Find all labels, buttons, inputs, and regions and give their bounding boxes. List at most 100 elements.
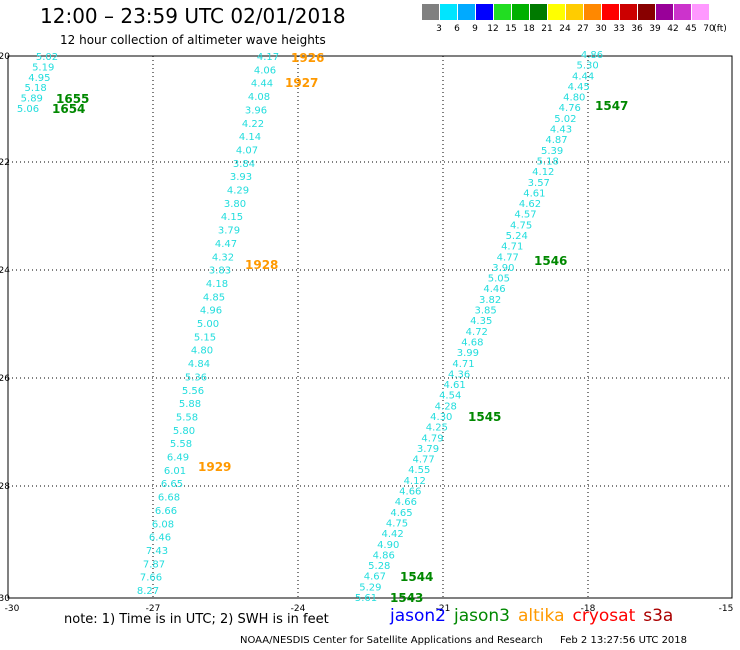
legend-unit: (ft) <box>713 24 727 34</box>
wave-height-value: 4.35 <box>470 316 492 327</box>
wave-height-value: 4.62 <box>519 199 541 210</box>
credit-text: NOAA/NESDIS Center for Satellite Applica… <box>240 635 543 646</box>
wave-height-value: 4.46 <box>483 284 505 295</box>
wave-height-value: 4.55 <box>408 465 430 476</box>
wave-height-value: 4.66 <box>399 487 421 498</box>
wave-height-value: 4.72 <box>466 327 488 338</box>
wave-height-value: 5.58 <box>170 439 192 450</box>
wave-height-value: 5.18 <box>537 157 559 168</box>
wave-height-value: 4.86 <box>373 550 395 561</box>
wave-height-value: 4.44 <box>572 71 594 82</box>
wave-height-value: 3.83 <box>209 266 231 277</box>
wave-height-value: 6.46 <box>149 533 171 544</box>
wave-height-value: 4.75 <box>386 519 408 530</box>
pass-time-label: 1655 <box>56 92 89 106</box>
map-title: 12:00 – 23:59 UTC 02/01/2018 <box>40 4 346 28</box>
wave-height-value: 5.30 <box>576 61 598 72</box>
map-frame <box>7 55 733 599</box>
legend-label: 12 <box>487 24 499 34</box>
wave-height-value: 3.96 <box>245 105 267 116</box>
wave-height-value: 4.67 <box>364 572 386 583</box>
axis-tick-labels: -30 -27 -24 -21 -18 -15 -20 -22 -24 -26 -28 -30 <box>0 52 733 614</box>
legend-label: 15 <box>505 24 517 34</box>
wave-height-value: 4.36 <box>448 369 470 380</box>
wave-height-value: 4.77 <box>412 455 434 466</box>
legend-swatch <box>620 4 637 20</box>
wave-height-value: 4.65 <box>390 508 412 519</box>
wave-height-value: 4.75 <box>510 220 532 231</box>
legend-label: 45 <box>685 24 697 34</box>
wave-height-value: 3.57 <box>528 178 550 189</box>
wave-height-value: 5.56 <box>182 386 204 397</box>
legend-swatch <box>656 4 673 20</box>
wave-height-value: 4.86 <box>581 50 603 61</box>
wave-height-value: 5.15 <box>194 332 216 343</box>
wave-height-value: 4.32 <box>212 252 234 263</box>
wave-height-value: 6.65 <box>161 479 183 490</box>
satellite-key-altika: altika <box>518 606 565 626</box>
credit-line: NOAA/NESDIS Center for Satellite Applica… <box>240 635 701 646</box>
x-tick-label: -21 <box>436 604 451 614</box>
wave-height-value: 5.02 <box>554 114 576 125</box>
wave-height-value: 4.17 <box>257 52 279 63</box>
wave-height-value: 4.22 <box>242 119 264 130</box>
wave-height-value: 4.44 <box>251 79 273 90</box>
legend-swatch <box>476 4 493 20</box>
wave-height-value: 4.61 <box>523 188 545 199</box>
legend-label: 30 <box>595 24 607 34</box>
wave-height-value: 5.61 <box>355 593 377 604</box>
wave-height-value: 4.25 <box>426 423 448 434</box>
wave-height-value: 3.90 <box>492 263 514 274</box>
wave-height-value: 3.85 <box>474 306 496 317</box>
wave-height-value: 6.08 <box>152 519 174 530</box>
legend-label: 6 <box>454 24 460 34</box>
legend-swatch <box>584 4 601 20</box>
wave-height-value: 6.01 <box>164 466 186 477</box>
wave-height-value: 3.99 <box>457 348 479 359</box>
pass-time-label: 1929 <box>198 460 231 474</box>
wave-height-value: 4.96 <box>200 306 222 317</box>
legend-swatch <box>512 4 529 20</box>
footer-note: note: 1) Time is in UTC; 2) SWH is in fe… <box>64 612 329 627</box>
wave-height-value: 4.54 <box>439 391 461 402</box>
map-subtitle: 12 hour collection of altimeter wave hei… <box>60 33 326 47</box>
pass-time-label: 1543 <box>390 591 423 605</box>
wave-height-value: 4.08 <box>248 92 270 103</box>
wave-height-value: 7.87 <box>143 559 165 570</box>
legend-label: 3 <box>436 24 442 34</box>
wave-height-value: 6.66 <box>155 506 177 517</box>
wave-height-value: 4.47 <box>215 239 237 250</box>
legend-swatch <box>530 4 547 20</box>
wave-height-value: 5.02 <box>36 52 58 63</box>
legend-swatch <box>494 4 511 20</box>
wave-height-value: 4.28 <box>435 401 457 412</box>
wave-height-value: 5.24 <box>506 231 528 242</box>
legend-swatch <box>638 4 655 20</box>
wave-height-value: 5.39 <box>541 146 563 157</box>
y-tick-label: -24 <box>0 266 10 276</box>
x-tick-label: -30 <box>5 604 20 614</box>
wave-height-value: 3.84 <box>233 159 255 170</box>
pass-time-label: 1545 <box>468 410 501 424</box>
wave-height-value: 4.76 <box>559 103 581 114</box>
legend-label: 9 <box>472 24 478 34</box>
satellite-key-cryosat: cryosat <box>572 606 636 626</box>
legend-swatch <box>422 4 439 20</box>
wave-height-value: 4.71 <box>452 359 474 370</box>
wave-height-value: 4.45 <box>568 82 590 93</box>
pass-time-label: 1927 <box>285 76 318 90</box>
wave-height-value: 4.84 <box>188 359 210 370</box>
map-grid <box>8 56 732 598</box>
wave-height-value: 4.18 <box>206 279 228 290</box>
wave-height-value: 4.90 <box>377 540 399 551</box>
legend-label: 36 <box>631 24 643 34</box>
satellite-key-s3a: s3a <box>643 606 674 626</box>
wave-height-value: 5.28 <box>368 561 390 572</box>
wave-height-value: 3.93 <box>230 172 252 183</box>
pass-time-label: 1928 <box>245 258 278 272</box>
wave-height-value: 5.89 <box>21 94 43 105</box>
legend-label: 39 <box>649 24 661 34</box>
wave-height-value: 3.82 <box>479 295 501 306</box>
x-tick-label: -15 <box>719 604 734 614</box>
